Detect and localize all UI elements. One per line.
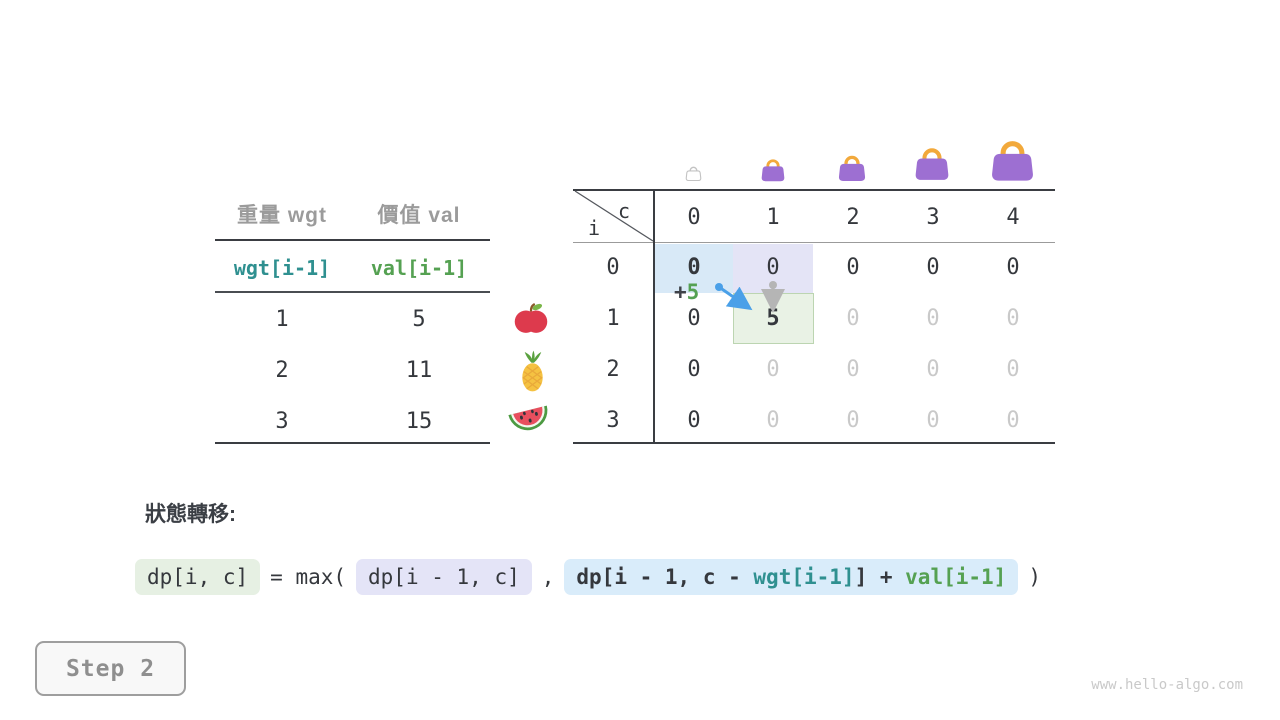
watermelon-icon bbox=[508, 403, 552, 437]
bag-empty-icon bbox=[685, 165, 702, 181]
dp-cell: 0 bbox=[846, 255, 860, 280]
apple-icon bbox=[512, 299, 550, 337]
items-table-cell: 11 bbox=[405, 358, 433, 383]
watermark: www.hello-algo.com bbox=[1091, 677, 1243, 693]
items-table-cell: 5 bbox=[412, 307, 426, 332]
items-table-cell: 15 bbox=[405, 409, 433, 434]
items-table-rule-mid bbox=[215, 291, 490, 293]
dp-cell: 0 bbox=[687, 306, 701, 331]
items-table-header-weight: 重量 wgt bbox=[237, 204, 327, 227]
plus-sign: + bbox=[674, 280, 687, 304]
added-value: 5 bbox=[686, 280, 700, 304]
dp-cell: 0 bbox=[926, 255, 940, 280]
items-table-rule-top bbox=[215, 239, 490, 241]
formula-arg2-wgt: wgt[i-1] bbox=[753, 565, 855, 589]
formula-arg2-bracket: ] bbox=[854, 565, 868, 589]
dp-cell: 0 bbox=[1006, 408, 1020, 433]
add-value-annotation: +5 bbox=[674, 280, 699, 304]
dp-cell: 0 bbox=[1006, 306, 1020, 331]
formula-arg2-prefix: dp[i - 1, c - bbox=[576, 565, 754, 589]
dp-col-header: 3 bbox=[926, 205, 940, 230]
dp-cell: 0 bbox=[766, 408, 780, 433]
dp-row-header: 1 bbox=[606, 306, 620, 331]
dp-col-header: 4 bbox=[1006, 205, 1020, 230]
dp-row-header: 3 bbox=[606, 408, 620, 433]
formula-arg2-plus: + bbox=[867, 565, 906, 589]
state-transition-heading: 狀態轉移: bbox=[145, 503, 236, 526]
items-table-header-value: 價值 val bbox=[377, 204, 461, 227]
formula-lhs: dp[i, c] bbox=[135, 559, 261, 595]
dp-cell: 0 bbox=[766, 357, 780, 382]
header-diagonal-line bbox=[574, 190, 654, 242]
bag-size-1-icon bbox=[760, 157, 786, 182]
bag-size-4-icon bbox=[989, 137, 1036, 182]
dp-cell: 0 bbox=[926, 408, 940, 433]
formula-arg2: dp[i - 1, c - wgt[i-1]] + val[i-1] bbox=[564, 559, 1019, 595]
formula-close-paren: ) bbox=[1028, 565, 1041, 589]
items-table-cell: 3 bbox=[275, 409, 289, 434]
items-table-cell: 2 bbox=[275, 358, 289, 383]
dp-row-header: 2 bbox=[606, 357, 620, 382]
dp-cell: 0 bbox=[687, 357, 701, 382]
step-button[interactable]: Step 2 bbox=[35, 641, 186, 696]
formula-arg1: dp[i - 1, c] bbox=[356, 559, 532, 595]
dp-cell: 0 bbox=[846, 357, 860, 382]
dp-table-rule-vertical bbox=[653, 189, 655, 444]
formula-arg2-val: val[i-1] bbox=[905, 565, 1007, 589]
dp-cell: 0 bbox=[846, 306, 860, 331]
bag-size-3-icon bbox=[913, 145, 951, 181]
dp-cell-current: 5 bbox=[766, 306, 780, 331]
formula-operator: = max( bbox=[270, 565, 347, 589]
dp-cell: 0 bbox=[687, 408, 701, 433]
dp-row-variable: i bbox=[588, 216, 601, 240]
dp-cell: 0 bbox=[1006, 357, 1020, 382]
formula-comma: , bbox=[541, 565, 555, 589]
dp-cell: 0 bbox=[926, 357, 940, 382]
dp-table-rule-bottom bbox=[573, 442, 1055, 444]
dp-cell: 0 bbox=[926, 306, 940, 331]
dp-cell: 0 bbox=[687, 255, 701, 280]
dp-col-header: 1 bbox=[766, 205, 780, 230]
pineapple-icon bbox=[515, 350, 550, 393]
items-table-wgt-expr: wgt[i-1] bbox=[233, 256, 331, 280]
dp-cell: 0 bbox=[846, 408, 860, 433]
dp-col-header: 0 bbox=[687, 205, 701, 230]
dp-table-rule-header bbox=[573, 242, 1055, 243]
dp-col-header: 2 bbox=[846, 205, 860, 230]
items-table-val-expr: val[i-1] bbox=[370, 256, 468, 280]
dp-row-header: 0 bbox=[606, 255, 620, 280]
bag-size-2-icon bbox=[837, 153, 867, 182]
dp-cell: 0 bbox=[766, 255, 780, 280]
state-transition-formula: dp[i, c] = max( dp[i - 1, c] , dp[i - 1,… bbox=[135, 559, 1041, 595]
dp-cell: 0 bbox=[1006, 255, 1020, 280]
items-table-cell: 1 bbox=[275, 307, 289, 332]
items-table-rule-bottom bbox=[215, 442, 490, 444]
dp-table-rule-top bbox=[573, 189, 1055, 191]
dp-col-variable: c bbox=[618, 199, 631, 223]
